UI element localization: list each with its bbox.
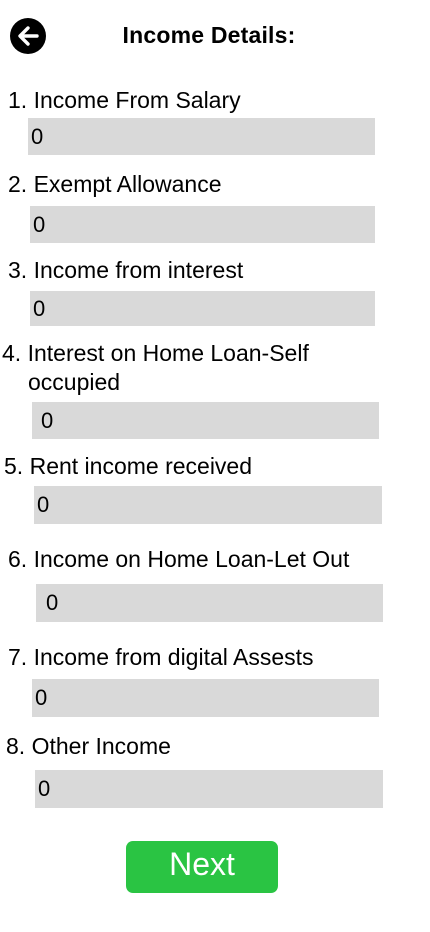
back-button[interactable] <box>10 18 46 54</box>
field-number: 3. <box>8 257 28 283</box>
field-label-text: Income on Home Loan-Let Out <box>33 546 350 572</box>
field-label-text: Income from digital Assests <box>33 644 314 670</box>
field-label-text: Other Income <box>31 733 171 759</box>
interest-home-loan-self-input[interactable] <box>32 402 379 439</box>
field-label-rent-income: 5. Rent income received <box>4 452 252 481</box>
field-label-income-from-salary: 1. Income From Salary <box>8 86 241 115</box>
field-number: 4. <box>2 340 22 366</box>
arrow-left-icon <box>18 26 39 46</box>
field-label-digital-assets: 7. Income from digital Assests <box>8 643 314 672</box>
income-from-salary-input[interactable] <box>28 118 375 155</box>
next-button[interactable]: Next <box>126 841 278 893</box>
field-label-exempt-allowance: 2. Exempt Allowance <box>8 170 222 199</box>
field-number: 6. <box>8 546 28 572</box>
field-number: 8. <box>6 733 26 759</box>
income-from-interest-input[interactable] <box>30 291 375 326</box>
field-label-income-from-interest: 3. Income from interest <box>8 256 243 285</box>
field-label-income-home-loan-let-out: 6. Income on Home Loan-Let Out <box>8 545 349 574</box>
field-label-text: Rent income received <box>29 453 253 479</box>
field-number: 2. <box>8 171 28 197</box>
page-title: Income Details: <box>122 22 296 48</box>
field-number: 7. <box>8 644 28 670</box>
field-number: 5. <box>4 453 24 479</box>
digital-assets-input[interactable] <box>32 679 379 717</box>
field-label-interest-home-loan-self: 4. Interest on Home Loan-Self occupied <box>2 339 309 397</box>
field-label-text: Income from interest <box>33 257 244 283</box>
rent-income-input[interactable] <box>34 486 382 524</box>
other-income-input[interactable] <box>35 770 383 808</box>
field-label-other-income: 8. Other Income <box>6 732 171 761</box>
field-label-text: Income From Salary <box>33 87 241 113</box>
income-home-loan-let-out-input[interactable] <box>36 584 383 622</box>
field-label-text: Exempt Allowance <box>33 171 222 197</box>
exempt-allowance-input[interactable] <box>30 206 375 243</box>
field-label-text: Interest on Home Loan-Self <box>27 340 309 366</box>
field-label-continuation: occupied <box>28 369 121 395</box>
field-number: 1. <box>8 87 28 113</box>
